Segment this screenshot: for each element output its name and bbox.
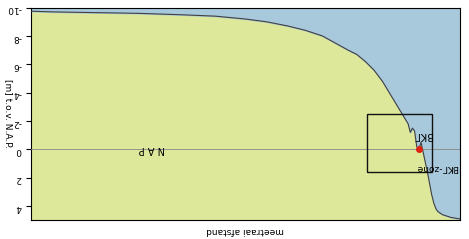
Text: BKГ: BKГ	[413, 130, 432, 140]
Y-axis label: [m] t.o.v. N.A.P.: [m] t.o.v. N.A.P.	[4, 79, 13, 148]
X-axis label: meetraai afstand: meetraai afstand	[206, 226, 284, 235]
Text: N A P: N A P	[138, 144, 165, 154]
Text: BKГ-zone: BKГ-zone	[416, 163, 458, 172]
Bar	[368, 114, 431, 172]
